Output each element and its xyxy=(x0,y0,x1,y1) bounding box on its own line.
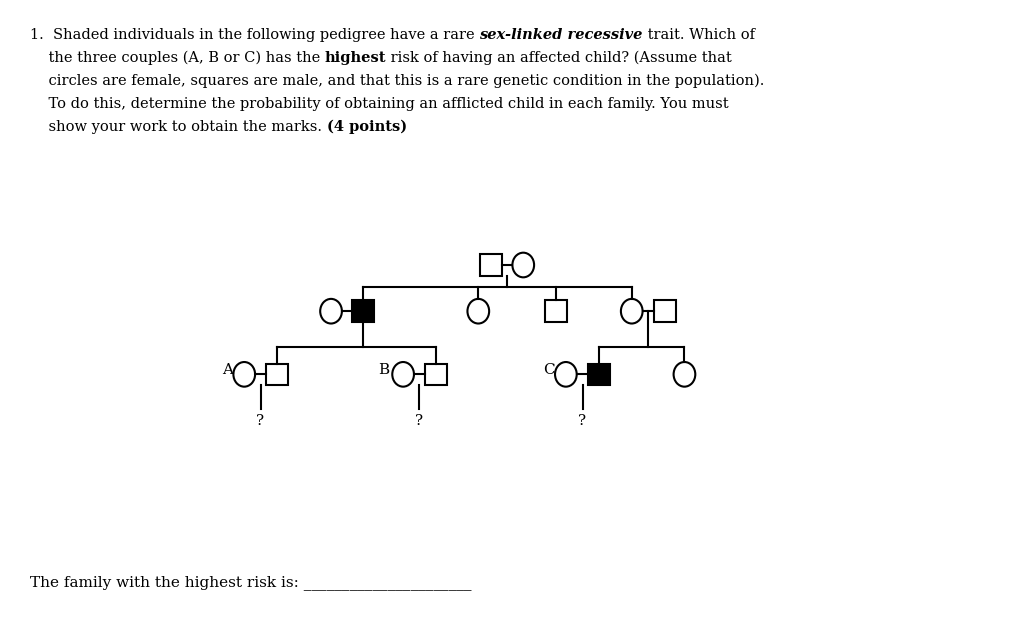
Text: trait. Which of: trait. Which of xyxy=(643,28,755,42)
Bar xyxy=(654,300,676,322)
Text: ?: ? xyxy=(579,413,586,428)
Text: A: A xyxy=(222,363,232,378)
Text: (4 points): (4 points) xyxy=(327,120,407,135)
Ellipse shape xyxy=(467,299,489,323)
Text: The family with the highest risk is: ______________________: The family with the highest risk is: ___… xyxy=(30,575,471,590)
Text: 1.  Shaded individuals in the following pedigree have a rare: 1. Shaded individuals in the following p… xyxy=(30,28,479,42)
Bar xyxy=(266,363,288,385)
Text: To do this, determine the probability of obtaining an afflicted child in each fa: To do this, determine the probability of… xyxy=(30,97,729,111)
Ellipse shape xyxy=(555,362,577,387)
Text: ?: ? xyxy=(416,413,424,428)
Text: circles are female, squares are male, and that this is a rare genetic condition : circles are female, squares are male, an… xyxy=(30,74,764,88)
Ellipse shape xyxy=(392,362,414,387)
Text: ?: ? xyxy=(256,413,264,428)
Ellipse shape xyxy=(621,299,643,323)
Text: the three couples (A, B or C) has the: the three couples (A, B or C) has the xyxy=(30,51,325,65)
Bar xyxy=(352,300,374,322)
Bar xyxy=(480,254,502,276)
Text: sex-linked recessive: sex-linked recessive xyxy=(479,28,643,42)
Ellipse shape xyxy=(512,253,535,277)
Ellipse shape xyxy=(321,299,342,323)
Bar xyxy=(545,300,566,322)
Text: C: C xyxy=(543,363,555,378)
Text: B: B xyxy=(378,363,389,378)
Text: highest: highest xyxy=(325,51,386,65)
Ellipse shape xyxy=(233,362,255,387)
Ellipse shape xyxy=(674,362,695,387)
Bar xyxy=(589,363,610,385)
Bar xyxy=(425,363,446,385)
Text: risk of having an affected child? (Assume that: risk of having an affected child? (Assum… xyxy=(386,51,732,65)
Text: show your work to obtain the marks.: show your work to obtain the marks. xyxy=(30,120,327,134)
